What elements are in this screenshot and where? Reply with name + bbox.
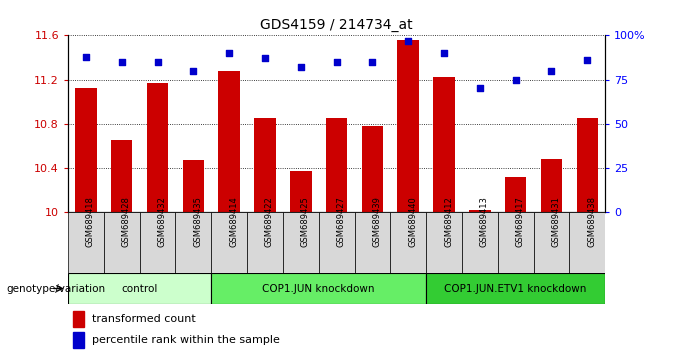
Point: [403, 38, 413, 44]
Point: [188, 68, 199, 74]
Point: [116, 59, 127, 65]
Title: GDS4159 / 214734_at: GDS4159 / 214734_at: [260, 18, 413, 32]
Bar: [433, 78, 455, 212]
Bar: [183, 160, 204, 212]
Point: [331, 59, 342, 65]
Bar: [426, 273, 605, 304]
Bar: [218, 71, 240, 212]
Text: GSM689427: GSM689427: [337, 196, 345, 247]
Text: GSM689431: GSM689431: [551, 196, 560, 247]
Text: genotype/variation: genotype/variation: [7, 284, 106, 293]
Bar: [247, 212, 283, 273]
Bar: [254, 118, 275, 212]
Text: GSM689439: GSM689439: [373, 196, 381, 247]
Bar: [75, 88, 97, 212]
Bar: [104, 212, 139, 273]
Text: GSM689440: GSM689440: [408, 196, 418, 247]
Bar: [147, 83, 168, 212]
Bar: [569, 212, 605, 273]
Text: GSM689418: GSM689418: [86, 196, 95, 247]
Bar: [175, 212, 211, 273]
Point: [510, 77, 521, 82]
Bar: [398, 40, 419, 212]
Text: GSM689425: GSM689425: [301, 196, 310, 247]
Point: [224, 50, 235, 56]
Text: percentile rank within the sample: percentile rank within the sample: [92, 335, 280, 345]
Point: [295, 64, 306, 70]
Text: GSM689432: GSM689432: [158, 196, 167, 247]
Text: transformed count: transformed count: [92, 314, 196, 324]
Bar: [73, 311, 84, 327]
Bar: [534, 212, 569, 273]
Point: [152, 59, 163, 65]
Bar: [290, 171, 311, 212]
Text: COP1.JUN knockdown: COP1.JUN knockdown: [262, 284, 375, 293]
Text: GSM689422: GSM689422: [265, 196, 274, 247]
Bar: [577, 118, 598, 212]
Bar: [326, 118, 347, 212]
Point: [367, 59, 378, 65]
Bar: [211, 273, 426, 304]
Point: [80, 54, 91, 59]
Bar: [68, 273, 211, 304]
Bar: [469, 210, 490, 212]
Bar: [354, 212, 390, 273]
Point: [260, 56, 271, 61]
Bar: [498, 212, 534, 273]
Text: GSM689435: GSM689435: [193, 196, 203, 247]
Text: control: control: [122, 284, 158, 293]
Text: COP1.JUN.ETV1 knockdown: COP1.JUN.ETV1 knockdown: [445, 284, 587, 293]
Text: GSM689414: GSM689414: [229, 196, 238, 247]
Text: GSM689412: GSM689412: [444, 196, 453, 247]
Text: GSM689438: GSM689438: [588, 196, 596, 247]
Bar: [319, 212, 354, 273]
Text: GSM689413: GSM689413: [480, 196, 489, 247]
Bar: [390, 212, 426, 273]
Bar: [68, 212, 104, 273]
Bar: [505, 177, 526, 212]
Bar: [73, 332, 84, 348]
Bar: [462, 212, 498, 273]
Point: [546, 68, 557, 74]
Bar: [426, 212, 462, 273]
Point: [475, 86, 486, 91]
Text: GSM689417: GSM689417: [515, 196, 525, 247]
Point: [582, 57, 593, 63]
Point: [439, 50, 449, 56]
Bar: [211, 212, 247, 273]
Bar: [111, 141, 133, 212]
Bar: [362, 126, 383, 212]
Text: GSM689428: GSM689428: [122, 196, 131, 247]
Bar: [283, 212, 319, 273]
Bar: [541, 159, 562, 212]
Bar: [139, 212, 175, 273]
